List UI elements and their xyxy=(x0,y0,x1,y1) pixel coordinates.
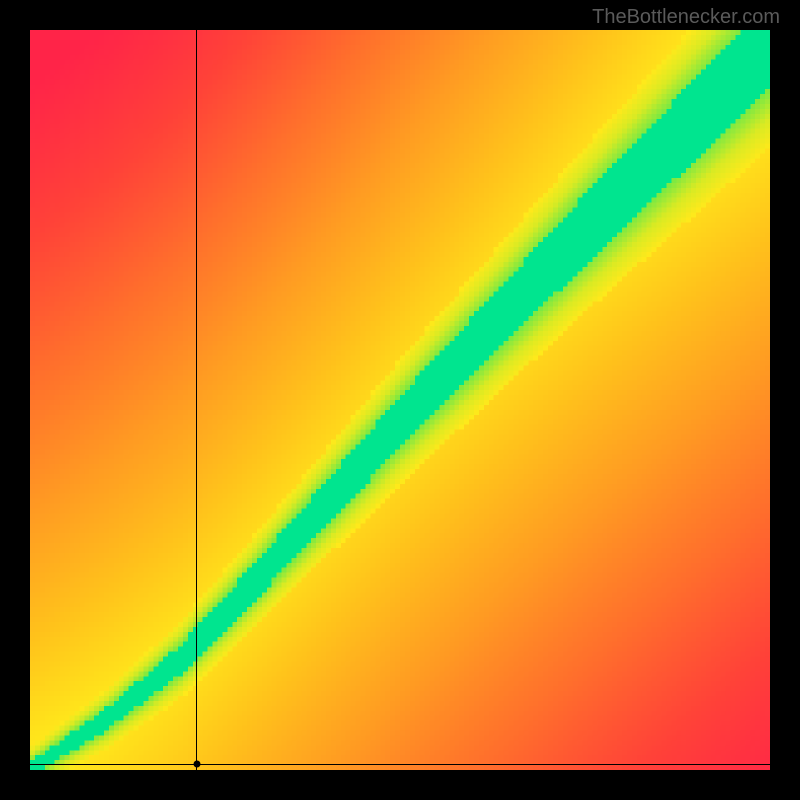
heatmap-plot xyxy=(30,30,770,770)
watermark-text: TheBottlenecker.com xyxy=(592,6,780,29)
crosshair-vertical xyxy=(196,30,197,770)
crosshair-horizontal xyxy=(30,764,770,765)
crosshair-marker xyxy=(193,761,200,768)
heatmap-canvas xyxy=(30,30,770,770)
